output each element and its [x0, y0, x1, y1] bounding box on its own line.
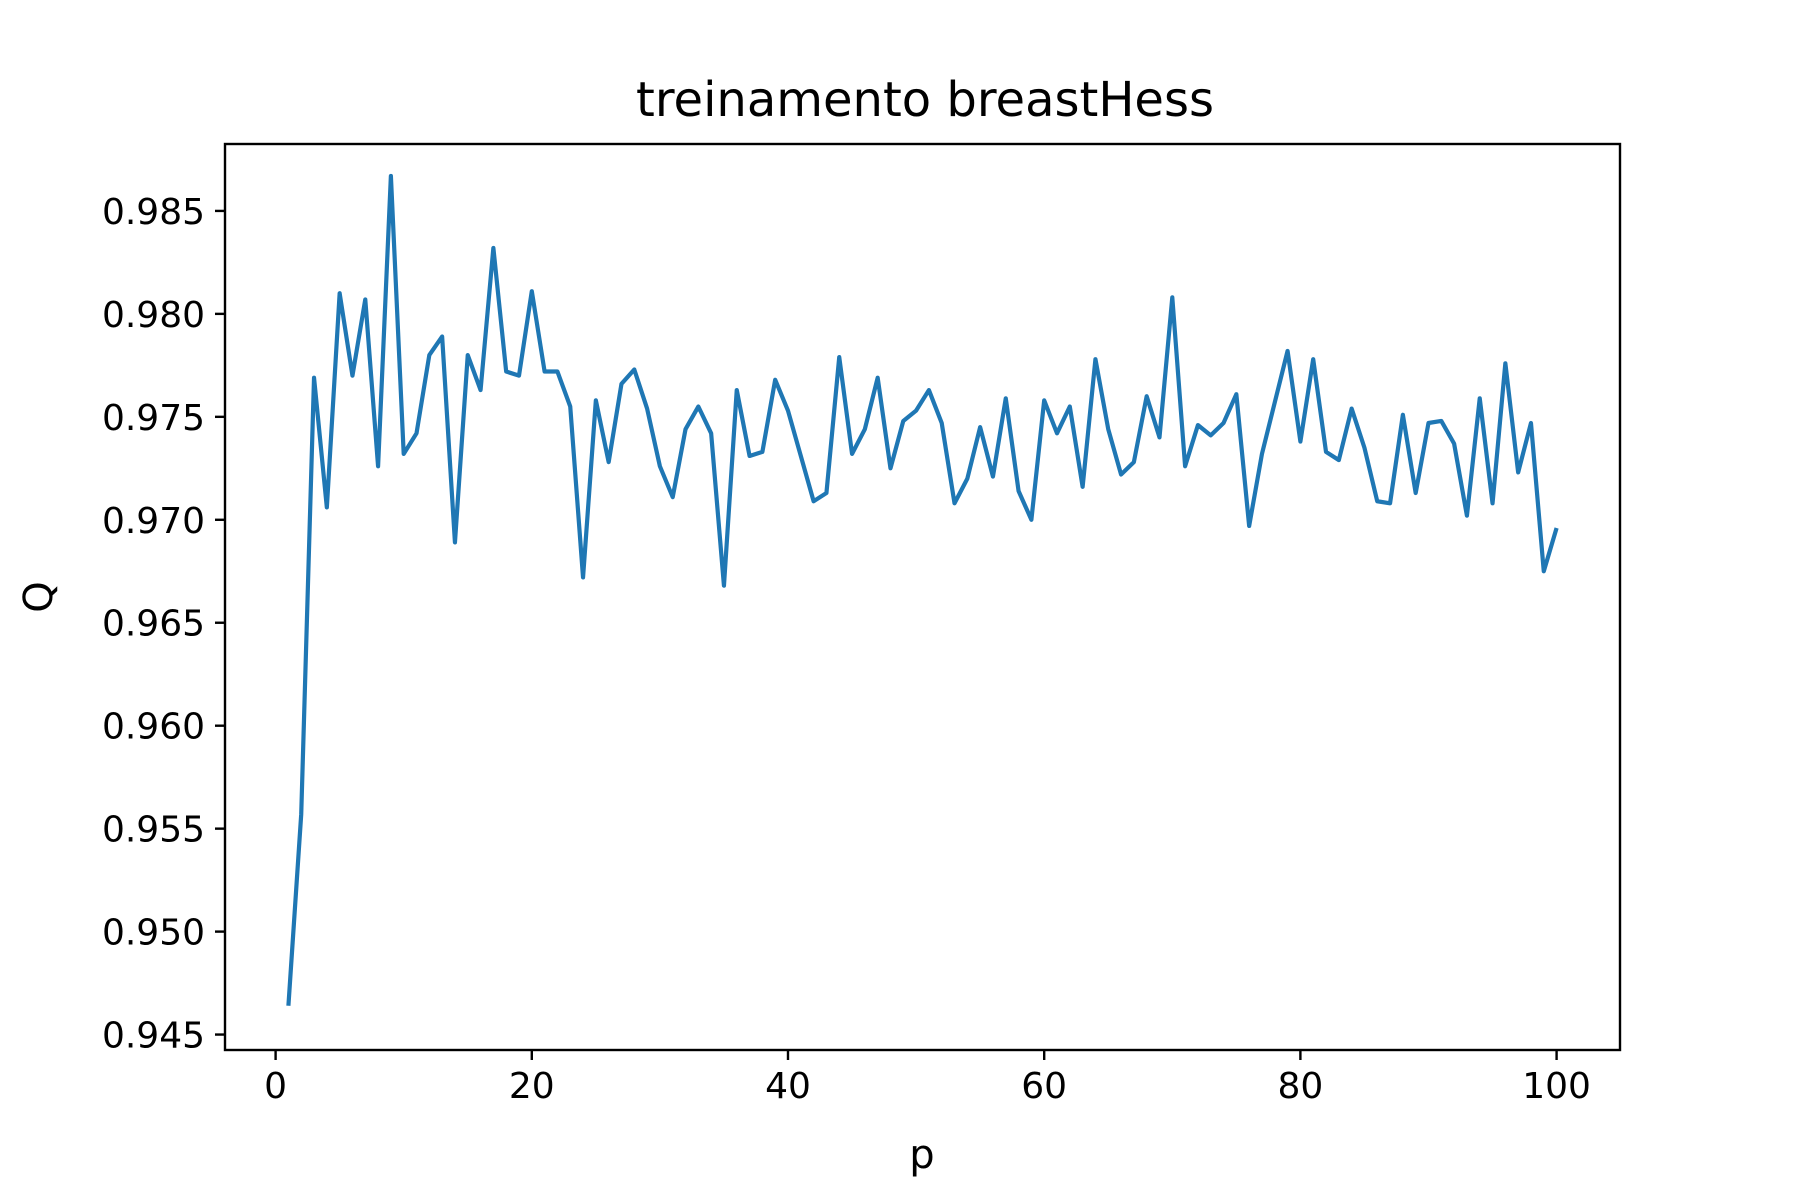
series-line-0 — [286, 173, 1559, 1006]
y-tick-label: 0.975 — [102, 398, 205, 439]
axes-frame — [223, 142, 1622, 1052]
x-tick-label: 100 — [1522, 1066, 1591, 1107]
y-axis-label: Q — [16, 581, 62, 612]
x-tick-label: 40 — [765, 1066, 811, 1107]
x-tick-label: 0 — [264, 1066, 287, 1107]
x-axis-label: p — [909, 1132, 934, 1178]
y-tick-label: 0.965 — [102, 604, 205, 645]
y-tick-label: 0.980 — [102, 295, 205, 336]
y-tick-label: 0.985 — [102, 192, 205, 233]
y-tick-label: 0.950 — [102, 913, 205, 954]
series-layer — [286, 173, 1559, 1006]
x-tick-label: 20 — [509, 1066, 555, 1107]
x-axis: 0 20 40 60 80 100 — [264, 1050, 1591, 1107]
plot-area — [223, 142, 1622, 1052]
y-axis: 0.945 0.950 0.955 0.960 0.965 0.970 0.975 0.980… — [102, 192, 225, 1057]
x-tick-label: 80 — [1277, 1066, 1323, 1107]
y-tick-label: 0.970 — [102, 501, 205, 542]
y-tick-label: 0.945 — [102, 1016, 205, 1057]
y-tick-label: 0.960 — [102, 707, 205, 748]
x-tick-label: 60 — [1021, 1066, 1067, 1107]
y-tick-label: 0.955 — [102, 810, 205, 851]
chart-title: treinamento breastHess — [636, 72, 1214, 128]
